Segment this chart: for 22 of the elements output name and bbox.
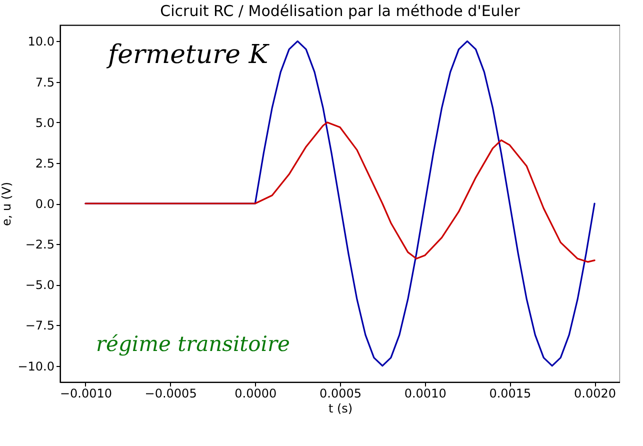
y-tick-label: 0.0: [35, 197, 54, 211]
y-tick-label: 7.5: [35, 75, 54, 90]
x-axis-title: t (s): [328, 402, 353, 416]
x-tick-label: 0.0015: [489, 386, 532, 400]
x-tick-label: 0.0000: [234, 386, 277, 400]
x-tick-label: −0.0010: [60, 386, 112, 400]
x-tick-label: −0.0005: [144, 386, 197, 400]
y-axis-title: e, u (V): [0, 182, 14, 226]
annotation: régime transitoire: [96, 332, 290, 356]
x-tick-label: 0.0020: [574, 386, 616, 400]
chart-title: Cicruit RC / Modélisation par la méthode d'Euler: [160, 2, 521, 20]
line-series: [84, 122, 596, 263]
y-tick-label: −5.0: [25, 278, 54, 292]
x-tick-label: 0.0005: [320, 386, 362, 400]
x-tick-label: 0.0010: [404, 386, 446, 400]
y-tick-label: −2.5: [25, 238, 54, 252]
annotation: fermeture K: [108, 40, 268, 70]
y-tick-label: 2.5: [35, 156, 54, 170]
y-tick-label: 5.0: [35, 116, 54, 130]
y-tick-label: 10.0: [28, 34, 54, 49]
y-tick-label: −10.0: [18, 359, 54, 374]
y-tick-label: −7.5: [25, 318, 54, 333]
